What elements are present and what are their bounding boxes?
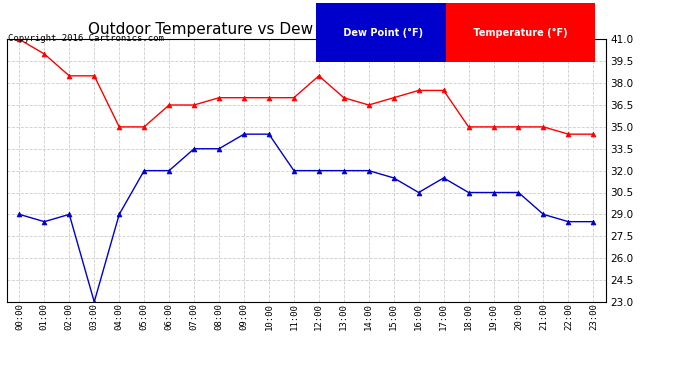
Text: Dew Point (°F): Dew Point (°F): [340, 27, 426, 38]
Text: Temperature (°F): Temperature (°F): [470, 27, 571, 38]
Text: Copyright 2016 Cartronics.com: Copyright 2016 Cartronics.com: [8, 34, 164, 43]
Title: Outdoor Temperature vs Dew Point (24 Hours) 20160318: Outdoor Temperature vs Dew Point (24 Hou…: [88, 22, 524, 37]
